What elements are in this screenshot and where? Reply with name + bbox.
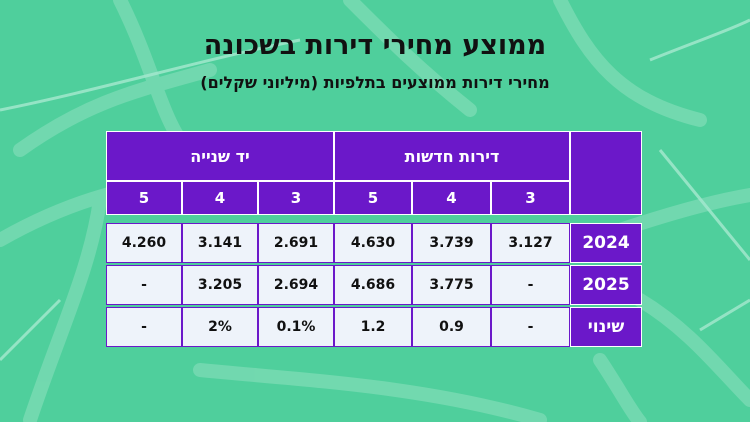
table-cell: 3.775 xyxy=(412,265,491,305)
table-cell: 2% xyxy=(182,307,258,347)
rooms-header-new-4: 4 xyxy=(412,181,491,215)
table-cell: 0.1% xyxy=(258,307,334,347)
table-cell: 3.205 xyxy=(182,265,258,305)
rooms-header-used-5: 5 xyxy=(106,181,182,215)
row-label: שינוי xyxy=(570,307,642,347)
table-cell: 3.141 xyxy=(182,223,258,263)
rooms-header-used-4: 4 xyxy=(182,181,258,215)
table-cell: 0.9 xyxy=(412,307,491,347)
table-cell: 4.260 xyxy=(106,223,182,263)
chart-subtitle: מחירי דירות ממוצעים בתלפיות (מיליוני שקל… xyxy=(200,73,550,92)
rooms-header-new-3: 3 xyxy=(491,181,570,215)
table-cell: 3.739 xyxy=(412,223,491,263)
table-cell: 4.686 xyxy=(334,265,412,305)
price-table: דירות חדשות יד שנייה 3 4 5 3 4 5 2024 3.1… xyxy=(106,131,642,347)
chart-title: ממוצע מחירי דירות בשכונה xyxy=(203,30,547,61)
table-cell: 2.694 xyxy=(258,265,334,305)
table-cell: 3.127 xyxy=(491,223,570,263)
table-cell: - xyxy=(106,265,182,305)
table-cell: - xyxy=(106,307,182,347)
rooms-header-new-5: 5 xyxy=(334,181,412,215)
table-cell: 2.691 xyxy=(258,223,334,263)
table-cell: 1.2 xyxy=(334,307,412,347)
corner-header xyxy=(570,131,642,215)
table-cell: - xyxy=(491,307,570,347)
table-cell: - xyxy=(491,265,570,305)
table-cell: 4.630 xyxy=(334,223,412,263)
row-label: 2024 xyxy=(570,223,642,263)
row-label: 2025 xyxy=(570,265,642,305)
group-header-new: דירות חדשות xyxy=(334,131,570,181)
group-header-used: יד שנייה xyxy=(106,131,334,181)
rooms-header-used-3: 3 xyxy=(258,181,334,215)
